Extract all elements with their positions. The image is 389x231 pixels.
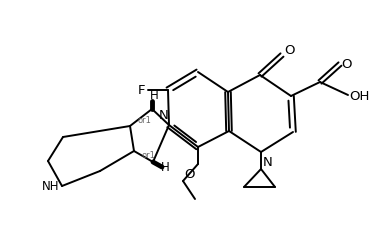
Text: N: N <box>263 155 273 168</box>
Text: OH: OH <box>349 89 370 102</box>
Text: H: H <box>161 161 170 174</box>
Text: N: N <box>158 109 168 122</box>
Text: F: F <box>137 84 145 97</box>
Text: or1: or1 <box>138 116 152 125</box>
Text: O: O <box>284 44 294 57</box>
Text: O: O <box>341 57 352 70</box>
Text: H: H <box>150 89 158 102</box>
Text: NH: NH <box>42 180 59 193</box>
Text: O: O <box>184 167 195 180</box>
Text: or1: or1 <box>142 151 156 160</box>
